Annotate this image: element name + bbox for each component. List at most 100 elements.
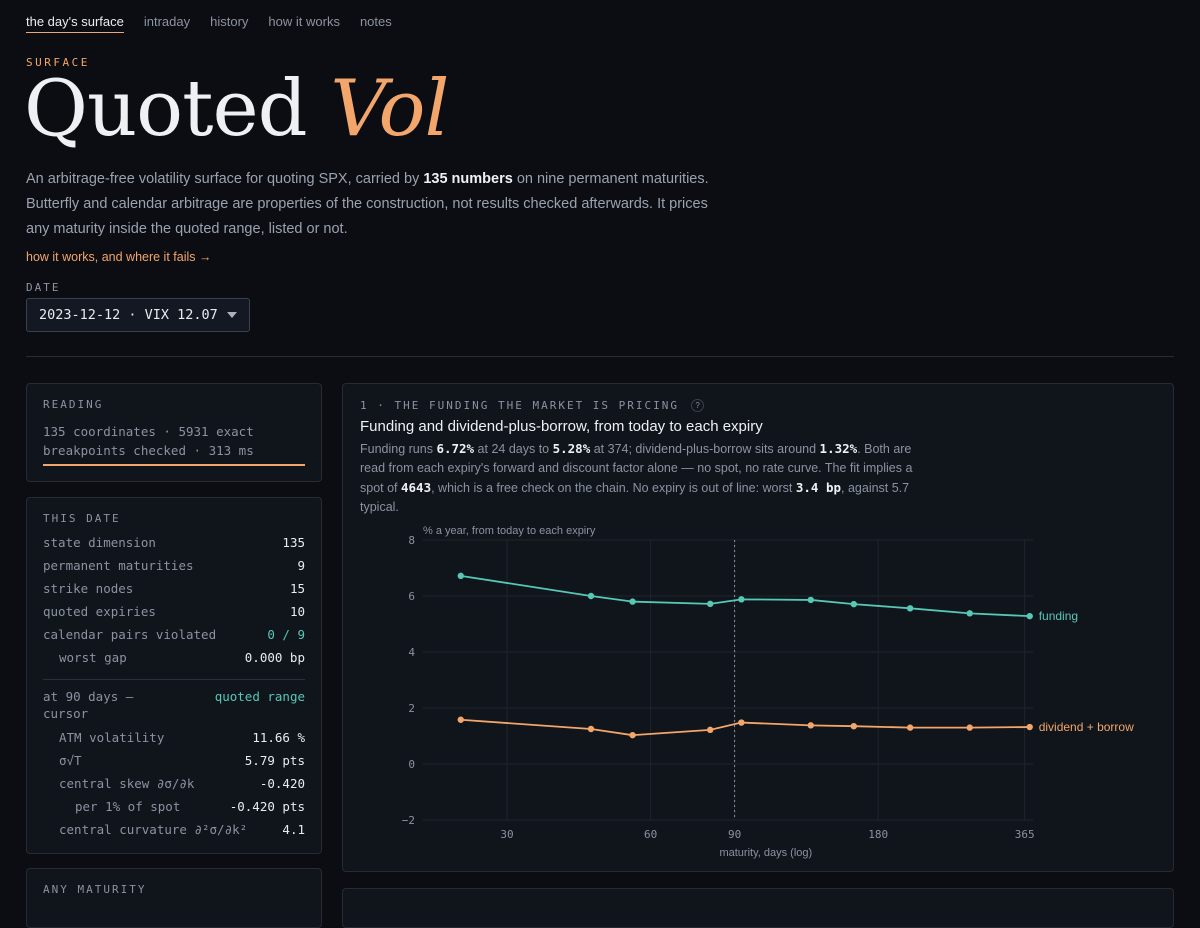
stat-value: 5.79 pts (244, 753, 305, 768)
stat-value: 0 / 9 (267, 627, 305, 642)
section-eyebrow: SURFACE (26, 56, 90, 69)
data-point (1026, 723, 1033, 731)
stat-value: 0.000 bp (244, 650, 305, 665)
stat-label: σ√T (59, 753, 82, 768)
x-axis-label: maturity, days (log) (719, 847, 812, 859)
series-line-funding (460, 574, 1030, 618)
this-date-heading: THIS DATE (43, 512, 121, 525)
y-tick-label: 2 (408, 702, 415, 715)
x-tick-label: 30 (500, 828, 513, 841)
top-nav: the day's surface intraday history how i… (26, 14, 392, 33)
panel-title: Funding and dividend-plus-borrow, from t… (360, 418, 763, 435)
desc-text: at 374; dividend-plus-borrow sits around (590, 442, 820, 456)
stat-row: calendar pairs violated 0 / 9 (43, 623, 305, 646)
cursor-row: at 90 days — cursor quoted range (43, 688, 305, 722)
stat-row: worst gap 0.000 bp (43, 646, 305, 669)
help-icon[interactable]: ? (691, 399, 705, 412)
stat-row: ATM volatility 11.66 % (43, 726, 305, 749)
nav-tab-history[interactable]: history (210, 14, 249, 29)
data-point (629, 731, 636, 739)
next-panel-card (342, 888, 1174, 928)
desc-text: , against 5.7 typical. (360, 481, 910, 514)
cursor-label: at 90 days — cursor (43, 688, 133, 722)
stat-row: central skew ∂σ/∂k -0.420 (43, 772, 305, 795)
data-point (906, 605, 914, 612)
desc-value: 6.72% (436, 441, 475, 456)
y-tick-label: 0 (408, 758, 415, 771)
data-point (1026, 612, 1033, 620)
reading-line-1: 135 coordinates · 5931 exact (43, 424, 254, 439)
data-point (807, 722, 814, 729)
page-title: Quoted Vol (24, 70, 449, 148)
data-point (457, 572, 464, 580)
reading-card: READING 135 coordinates · 5931 exact bre… (26, 383, 322, 482)
stat-label: worst gap (59, 650, 127, 665)
data-point (738, 596, 745, 603)
data-point (966, 724, 973, 731)
stat-label: calendar pairs violated (43, 627, 217, 642)
x-tick-label: 180 (868, 828, 888, 841)
chevron-down-icon (227, 312, 237, 318)
funding-chart-card: 1 · THE FUNDING THE MARKET IS PRICING ? … (342, 383, 1174, 872)
stat-row: strike nodes 15 (43, 577, 305, 600)
stat-row: permanent maturities 9 (43, 554, 305, 577)
any-maturity-card: ANY MATURITY (26, 868, 322, 928)
nav-tab-surface[interactable]: the day's surface (26, 14, 124, 33)
stat-value: 4.1 (282, 822, 305, 837)
reading-line-2: breakpoints checked · 313 ms (43, 443, 254, 458)
panel-heading: 1 · THE FUNDING THE MARKET IS PRICING (360, 399, 680, 412)
desc-text: Funding runs (360, 442, 437, 456)
y-tick-label: 6 (408, 590, 415, 603)
divider (43, 679, 305, 680)
cursor-label-line-1: at 90 days — (43, 689, 134, 704)
data-point (966, 610, 973, 617)
y-tick-label: 8 (408, 534, 415, 547)
stat-value: 9 (297, 558, 305, 573)
nav-tab-intraday[interactable]: intraday (143, 14, 191, 29)
desc-text: . Both are read from each expiry's forwa… (360, 442, 913, 495)
stat-label: permanent maturities (43, 558, 194, 573)
stat-row: central curvature ∂²σ/∂k² 4.1 (43, 818, 305, 841)
this-date-card: THIS DATE state dimension 135 permanent m… (26, 497, 322, 854)
series-label: dividend + borrow (1039, 720, 1134, 734)
stat-label: ATM volatility (59, 730, 165, 745)
stat-value: -0.420 pts (229, 799, 305, 814)
desc-text: at 24 days to (474, 442, 553, 456)
stat-value: 15 (289, 581, 305, 596)
y-tick-label: 4 (408, 646, 415, 659)
data-point (906, 724, 914, 731)
cursor-label-line-2: cursor (43, 706, 89, 721)
funding-chart[interactable]: 8 6 4 2 0 −2 30 60 90 180 365 % a year, from today … (343, 384, 1173, 871)
stat-label: state dimension (43, 535, 156, 550)
data-point (807, 596, 814, 604)
lede-text: An arbitrage-free volatility surface for… (26, 171, 424, 187)
cursor-status: quoted range (214, 689, 305, 704)
date-label: DATE (26, 281, 61, 294)
nav-tab-notes[interactable]: notes (359, 14, 392, 29)
desc-value: 3.4 bp (795, 480, 842, 495)
series-line-dividend-borrow (460, 718, 1030, 737)
stat-row: state dimension 135 (43, 531, 305, 554)
title-main: Quoted (24, 64, 308, 154)
desc-value: 1.32% (819, 441, 858, 456)
stat-label: central skew ∂σ/∂k (59, 776, 195, 791)
how-it-works-link[interactable]: how it works, and where it fails → (26, 250, 212, 264)
data-point (629, 598, 636, 605)
x-tick-label: 90 (728, 828, 741, 841)
lede-bold: 135 numbers (423, 171, 513, 187)
stat-value: 135 (282, 535, 305, 550)
nav-tab-how-it-works[interactable]: how it works (268, 14, 340, 29)
date-select-value: 2023-12-12 · VIX 12.07 (39, 307, 218, 323)
data-point (850, 600, 857, 608)
data-point (706, 726, 714, 734)
desc-value: 4643 (401, 480, 432, 495)
y-axis-label: % a year, from today to each expiry (423, 525, 596, 537)
series-label: funding (1039, 609, 1078, 623)
stat-row: quoted expiries 10 (43, 600, 305, 623)
data-point (457, 716, 464, 723)
desc-text: , which is a free check on the chain. No… (431, 481, 796, 495)
title-accent: Vol (330, 64, 449, 154)
panel-description: Funding runs 6.72% at 24 days to 5.28% a… (360, 439, 920, 517)
date-select[interactable]: 2023-12-12 · VIX 12.07 (26, 298, 250, 332)
stat-label: central curvature ∂²σ/∂k² (59, 822, 248, 837)
